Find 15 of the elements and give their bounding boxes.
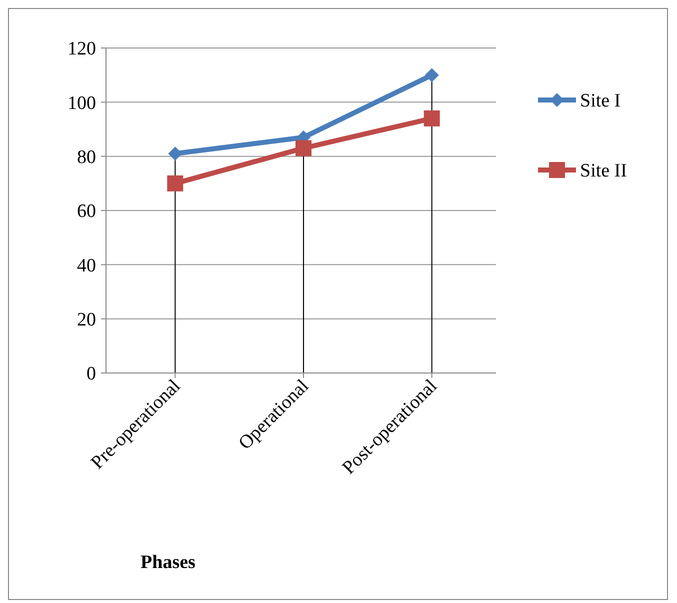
y-tick-label: 120 <box>68 38 96 60</box>
y-tick-label: 20 <box>77 309 96 330</box>
y-tick-label: 60 <box>77 201 96 222</box>
point <box>168 146 182 161</box>
legend-label: Site I <box>580 90 621 112</box>
y-tick-label: 100 <box>68 92 96 114</box>
point <box>296 140 312 156</box>
legend-label: Site II <box>580 160 627 182</box>
x-axis-title: Phases <box>140 552 196 573</box>
y-tick-label: 80 <box>77 146 96 168</box>
point <box>424 110 440 126</box>
y-tick-label: 40 <box>77 255 96 276</box>
point <box>424 68 439 82</box>
y-tick-label: 0 <box>86 364 96 385</box>
point <box>167 175 184 192</box>
